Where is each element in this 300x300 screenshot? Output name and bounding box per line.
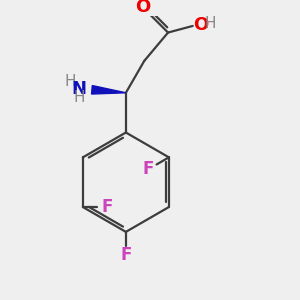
Text: N: N [72, 80, 87, 98]
Polygon shape [92, 85, 126, 94]
Text: F: F [142, 160, 154, 178]
Text: H: H [205, 16, 216, 32]
Text: H: H [64, 74, 76, 88]
Text: F: F [101, 198, 113, 216]
Text: F: F [120, 246, 132, 264]
Text: H: H [74, 90, 85, 105]
Text: O: O [135, 0, 151, 16]
Text: O: O [193, 16, 208, 34]
